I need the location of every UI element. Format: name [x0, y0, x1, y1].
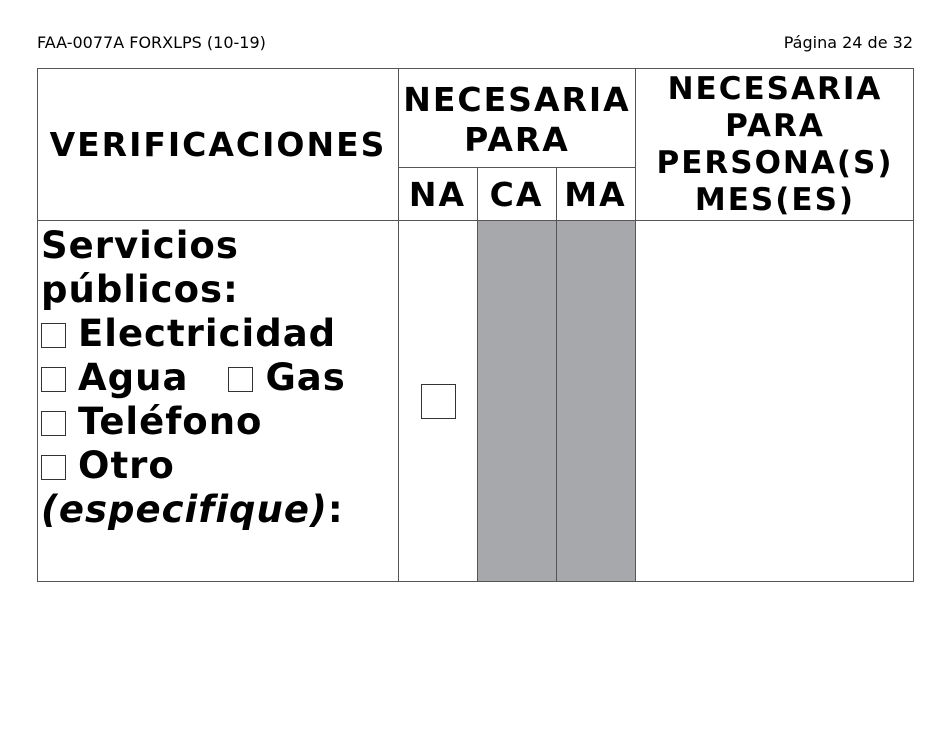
- label-especifique: (especifique): [41, 488, 328, 531]
- row-title-2: públicos:: [41, 268, 239, 311]
- header-ma: MA: [564, 174, 627, 214]
- specify-colon: :: [327, 488, 344, 531]
- header-persona-mes: NECESARIA PARA PERSONA(S) MES(ES): [656, 71, 894, 218]
- header-na: NA: [408, 174, 467, 214]
- label-otro: Otro: [78, 444, 175, 487]
- header-ca: CA: [489, 174, 544, 214]
- row-title-1: Servicios: [41, 224, 239, 267]
- label-agua: Agua: [78, 356, 189, 399]
- label-telefono: Teléfono: [78, 400, 263, 443]
- label-electricidad: Electricidad: [78, 312, 337, 355]
- header-verificaciones: VERIFICACIONES: [49, 125, 387, 164]
- label-gas: Gas: [265, 356, 346, 399]
- checkbox-agua[interactable]: [41, 367, 66, 392]
- checkbox-gas[interactable]: [228, 367, 254, 392]
- utilities-row: Servicios públicos: Electricidad Agua Gas…: [41, 224, 346, 532]
- checkbox-na[interactable]: [421, 384, 456, 419]
- checkbox-telefono[interactable]: [41, 411, 66, 436]
- header-necesaria-para: NECESARIA PARA: [403, 79, 631, 159]
- checkbox-otro[interactable]: [41, 455, 66, 480]
- page-number: Página 24 de 32: [783, 33, 913, 52]
- form-id: FAA-0077A FORXLPS (10-19): [37, 33, 266, 52]
- checkbox-electricidad[interactable]: [41, 323, 66, 348]
